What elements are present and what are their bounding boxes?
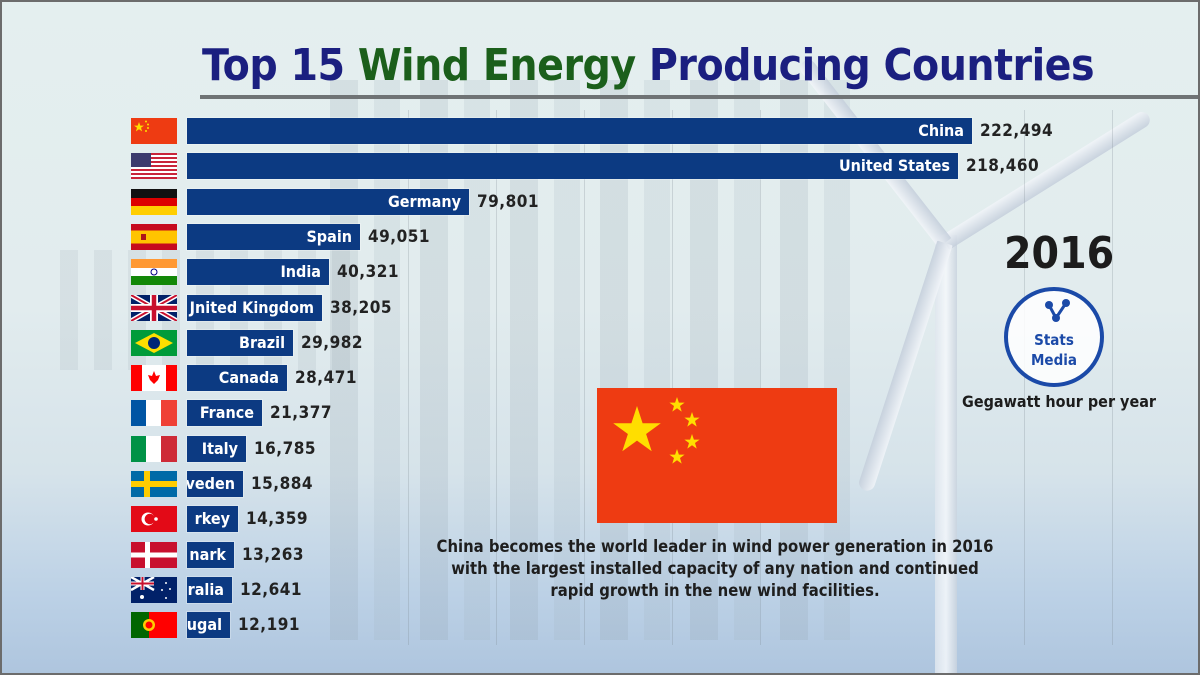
bar-value: 28,471 [295, 368, 358, 389]
flag-se-icon [131, 471, 177, 497]
bar: ralia [187, 576, 232, 603]
gridline [760, 110, 761, 645]
bar-label: Canada [218, 368, 279, 388]
bar-label: Brazil [238, 332, 285, 352]
bar-label: China [918, 121, 964, 140]
bar-value: 29,982 [301, 332, 364, 353]
bar-label: ugal [187, 615, 222, 635]
bar-label: nark [189, 544, 226, 564]
bar: Canada [187, 365, 287, 392]
flag-au-icon [131, 576, 177, 603]
bar-value: 218,460 [966, 156, 1040, 177]
flag-es-icon [131, 223, 177, 250]
flag-gb-icon [131, 294, 177, 321]
flag-pt-icon [131, 612, 177, 639]
bar-label: Italy [201, 438, 238, 458]
network-icon [1045, 299, 1070, 322]
bar-value: 49,051 [368, 226, 431, 247]
bar-value: 21,377 [270, 403, 333, 424]
gridline [672, 110, 673, 645]
bar: Brazil [187, 329, 293, 356]
bar: veden [187, 471, 243, 497]
gridline [496, 110, 497, 645]
bar-value: 40,321 [337, 262, 400, 283]
title-underline [200, 95, 1200, 99]
bar: rkey [187, 506, 238, 533]
flag-de-icon [131, 188, 177, 215]
bar: Germany [187, 188, 469, 215]
bar-label: rkey [194, 509, 230, 529]
bar: United States [187, 153, 958, 180]
flag-in-icon [131, 259, 177, 286]
bar-value: 13,263 [242, 544, 305, 565]
bar: ugal [187, 612, 230, 639]
stats-media-logo: Stats Media [1004, 287, 1104, 387]
flag-us-icon [131, 153, 177, 180]
flag-cn-icon [131, 118, 177, 144]
year-label: 2016 [1004, 228, 1115, 279]
bar-label: United States [838, 156, 950, 176]
bar-value: 12,641 [240, 579, 303, 600]
logo-text-media: Media [1031, 351, 1077, 369]
background-turbine-tower [935, 235, 957, 675]
bar-label: Jnited Kingdom [189, 297, 314, 317]
bar-value: 15,884 [251, 474, 314, 494]
bar-label: Germany [387, 191, 461, 211]
bar-value: 16,785 [254, 438, 317, 459]
bar: China [187, 118, 972, 144]
flag-tr-icon [131, 506, 177, 533]
logo-text-stats: Stats [1034, 331, 1074, 349]
bar-label: veden [187, 474, 235, 493]
gridline [584, 110, 585, 645]
gridline [408, 110, 409, 645]
bar-value: 79,801 [477, 191, 540, 212]
flag-dk-icon [131, 541, 177, 568]
bar: Jnited Kingdom [187, 294, 322, 321]
bar: Italy [187, 435, 246, 462]
bar-value: 12,191 [238, 615, 301, 636]
flag-br-icon [131, 329, 177, 356]
bar-label: Spain [306, 226, 352, 246]
flag-ca-icon [131, 365, 177, 392]
title-part-2: Wind Energy [357, 40, 636, 91]
title-part-3: Producing Countries [648, 40, 1095, 91]
bar: France [187, 400, 262, 427]
bar-value: 38,205 [330, 297, 393, 318]
gridline [1112, 110, 1113, 645]
unit-label: Gegawatt hour per year [962, 392, 1157, 411]
bar: India [187, 259, 329, 286]
bar-label: France [199, 403, 254, 423]
title-part-1: Top 15 [202, 40, 345, 91]
annotation-caption: China becomes the world leader in wind p… [436, 537, 994, 600]
bar-label: ralia [187, 579, 224, 599]
chart-title: Top 15 Wind Energy Producing Countries [202, 40, 1095, 91]
flag-fr-icon [131, 400, 177, 427]
bar-value: 14,359 [246, 509, 309, 530]
bar: nark [187, 541, 234, 568]
bar-value: 222,494 [980, 121, 1054, 141]
china-flag-large [597, 388, 837, 523]
bar-label: India [280, 262, 321, 282]
flag-it-icon [131, 435, 177, 462]
bar: Spain [187, 223, 360, 250]
